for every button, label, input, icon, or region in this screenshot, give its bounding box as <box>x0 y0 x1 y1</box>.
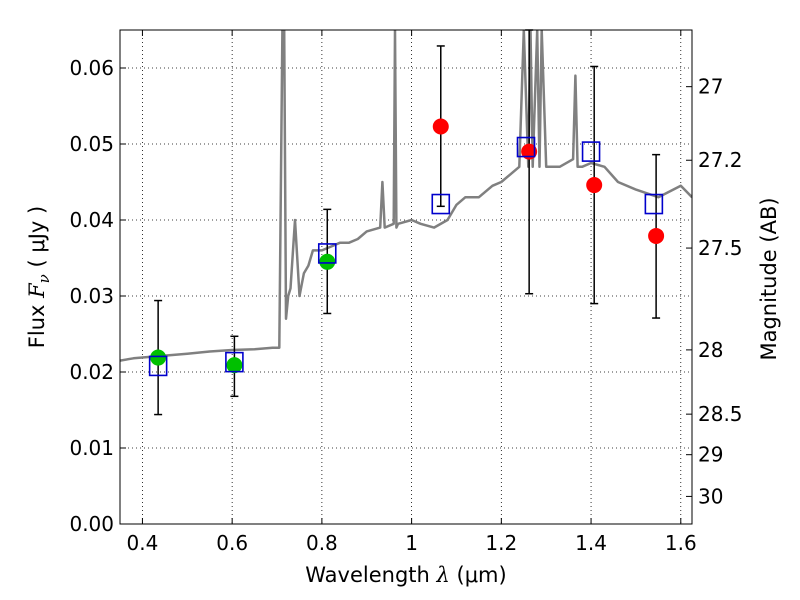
y2-axis-label: Magnitude (AB) <box>757 197 781 360</box>
green-data-point <box>319 253 336 270</box>
y2-tick-label: 28 <box>698 338 723 362</box>
x-tick-label: 0.8 <box>306 531 338 555</box>
x-tick-label: 0.6 <box>216 531 248 555</box>
y-tick-label: 0.02 <box>69 360 114 384</box>
model-square-marker <box>581 141 601 162</box>
y-tick-label: 0.00 <box>69 512 114 536</box>
y-axis-label-symbol: F <box>25 282 49 299</box>
axis-ticks: 0.4 0.6 0.8 1 1.2 1.4 1.6 0.00 0.01 0.02 0.03 0.04 0… <box>69 30 743 555</box>
y-tick-label: 0.05 <box>69 132 114 156</box>
y2-tick-label: 28.5 <box>698 402 743 426</box>
y-tick-label: 0.01 <box>69 436 114 460</box>
data-markers <box>148 118 665 377</box>
y-tick-label: 0.03 <box>69 284 114 308</box>
green-data-point <box>226 357 243 374</box>
y-axis-label-unit: ( μJy ) <box>25 206 49 274</box>
spectrum-line <box>120 30 692 362</box>
y2-tick-label: 27.5 <box>698 236 743 260</box>
model-square-marker <box>225 351 244 373</box>
spectrum <box>120 30 692 362</box>
y2-tick-label: 30 <box>698 484 723 508</box>
y-axis-label: Flux Fν ( μJy ) <box>25 206 53 348</box>
x-tick-label: 1.6 <box>665 531 697 555</box>
plot-area <box>120 30 692 524</box>
y-axis-label-subscript: ν <box>35 274 53 283</box>
red-data-point <box>521 143 538 160</box>
red-data-point <box>432 118 449 135</box>
y-tick-label: 0.04 <box>69 208 114 232</box>
model-square-marker <box>644 193 664 215</box>
y2-tick-label: 27 <box>698 75 723 99</box>
x-tick-label: 0.4 <box>127 531 159 555</box>
green-data-point <box>150 349 167 366</box>
y-axis-label-prefix: Flux <box>25 298 49 348</box>
x-axis-label-unit: (μm) <box>450 563 507 587</box>
y2-tick-label: 29 <box>698 443 723 467</box>
model-square-marker <box>516 136 536 158</box>
x-axis-label-symbol: λ <box>436 563 450 587</box>
x-axis-label: Wavelength λ (μm) <box>305 563 506 587</box>
plot-frame <box>119 29 693 525</box>
x-tick-label: 1 <box>405 531 418 555</box>
x-tick-label: 1.2 <box>485 531 517 555</box>
y2-tick-label: 27.2 <box>698 148 743 172</box>
y-tick-label: 0.06 <box>69 56 114 80</box>
x-axis-label-prefix: Wavelength <box>305 563 436 587</box>
x-tick-label: 1.4 <box>575 531 607 555</box>
red-data-point <box>586 177 603 194</box>
model-square-marker <box>431 193 451 215</box>
model-square-marker <box>317 243 337 264</box>
red-data-point <box>648 227 665 244</box>
model-square-marker <box>148 355 168 377</box>
